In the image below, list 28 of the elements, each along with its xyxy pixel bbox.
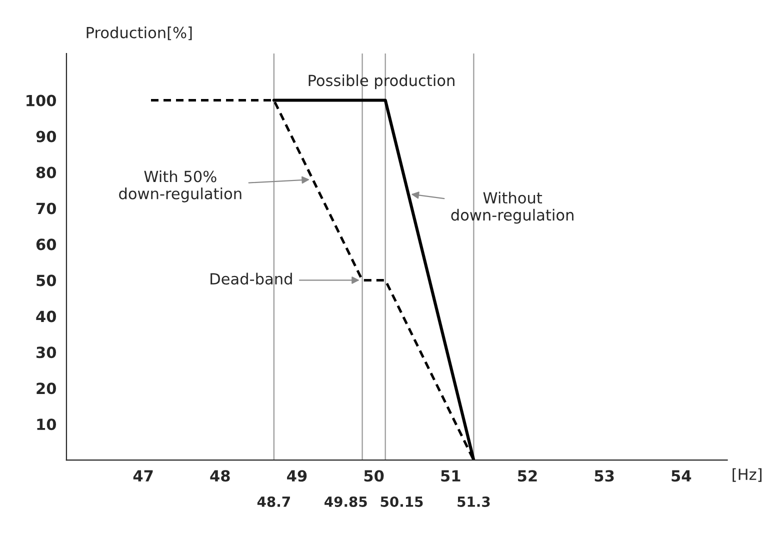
ref-line-label: 49.85: [324, 496, 367, 507]
annotation: With 50% down-regulation: [119, 170, 242, 202]
y-tick-label: 90: [36, 130, 56, 142]
x-axis-title: [Hz]: [732, 468, 762, 482]
ref-line-label: 50.15: [380, 496, 423, 507]
x-tick-label: 51: [441, 470, 460, 482]
y-axis-title: Production[%]: [86, 26, 192, 40]
ref-line-label: 48.7: [257, 496, 290, 507]
y-tick-label: 70: [36, 202, 56, 214]
annotation: Dead-band: [210, 272, 292, 285]
y-tick-label: 20: [36, 382, 56, 394]
x-tick-label: 48: [210, 470, 230, 482]
y-tick-label: 10: [37, 418, 56, 430]
x-tick-label: 50: [364, 470, 384, 482]
annotation: Without down-regulation: [451, 192, 574, 224]
x-tick-label: 54: [672, 470, 692, 482]
annotation: Possible production: [308, 74, 454, 90]
x-tick-label: 49: [287, 470, 307, 482]
x-tick-label: 47: [133, 470, 153, 482]
ref-line-label: 51.3: [458, 496, 490, 507]
y-tick-label: 30: [36, 346, 56, 358]
y-tick-label: 50: [36, 274, 56, 286]
y-tick-label: 100: [26, 94, 56, 106]
y-tick-label: 40: [36, 310, 56, 322]
x-tick-label: 52: [518, 470, 537, 482]
y-tick-label: 80: [36, 166, 56, 178]
x-tick-label: 53: [594, 470, 614, 482]
y-tick-label: 60: [36, 238, 56, 250]
